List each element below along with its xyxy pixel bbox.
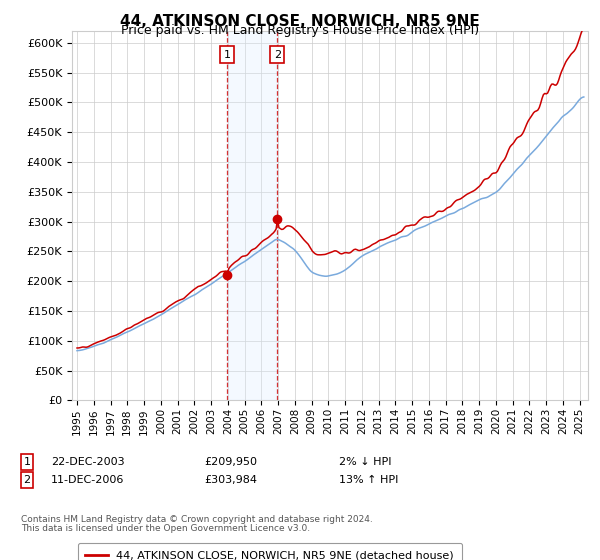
Text: 2% ↓ HPI: 2% ↓ HPI [339,457,391,467]
Text: 1: 1 [23,457,31,467]
Text: Price paid vs. HM Land Registry's House Price Index (HPI): Price paid vs. HM Land Registry's House … [121,24,479,37]
Text: £303,984: £303,984 [204,475,257,485]
Text: 22-DEC-2003: 22-DEC-2003 [51,457,125,467]
Text: Contains HM Land Registry data © Crown copyright and database right 2024.: Contains HM Land Registry data © Crown c… [21,515,373,524]
Text: This data is licensed under the Open Government Licence v3.0.: This data is licensed under the Open Gov… [21,524,310,533]
Text: 2: 2 [23,475,31,485]
Text: 44, ATKINSON CLOSE, NORWICH, NR5 9NE: 44, ATKINSON CLOSE, NORWICH, NR5 9NE [120,14,480,29]
Text: 2: 2 [274,50,281,60]
Text: 11-DEC-2006: 11-DEC-2006 [51,475,124,485]
Bar [227,31,277,400]
Text: 13% ↑ HPI: 13% ↑ HPI [339,475,398,485]
Text: £209,950: £209,950 [204,457,257,467]
Text: 1: 1 [224,50,231,60]
Legend: 44, ATKINSON CLOSE, NORWICH, NR5 9NE (detached house), HPI: Average price, detac: 44, ATKINSON CLOSE, NORWICH, NR5 9NE (de… [77,543,462,560]
